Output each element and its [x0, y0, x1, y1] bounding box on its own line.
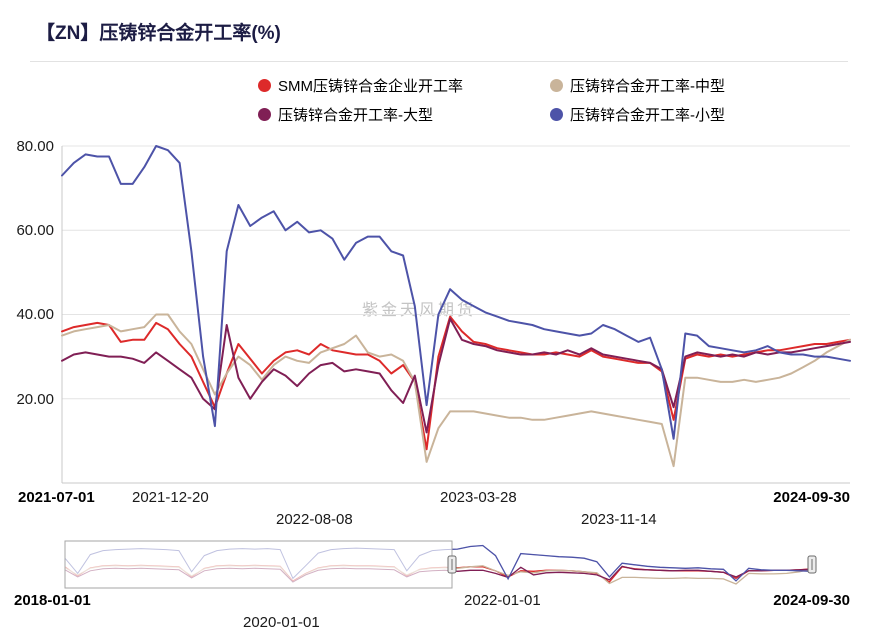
legend-item-large[interactable]: 压铸锌合金开工率-大型 — [258, 101, 550, 127]
y-tick-60: 60.00 — [16, 222, 54, 239]
legend-item-small[interactable]: 压铸锌合金开工率-小型 — [550, 101, 725, 127]
legend-item-medium[interactable]: 压铸锌合金开工率-中型 — [550, 72, 725, 98]
x-tick-2: 2022-08-08 — [276, 511, 353, 528]
navigator-tick-1: 2020-01-01 — [243, 614, 320, 631]
navigator-series-selected — [452, 544, 813, 585]
nav-series-selected-large — [452, 565, 813, 581]
chart-title: 【ZN】压铸锌合金开工率(%) — [36, 23, 281, 44]
series-line-small — [61, 145, 851, 440]
legend-label-small: 压铸锌合金开工率-小型 — [570, 106, 725, 124]
legend-marker-small-icon — [550, 107, 563, 121]
nav-series-selected-small — [452, 544, 813, 582]
series-line-smm — [61, 315, 851, 451]
legend-label-large: 压铸锌合金开工率-大型 — [278, 106, 433, 124]
legend-label-medium: 压铸锌合金开工率-中型 — [570, 77, 725, 95]
legend: SMM压铸锌合金企业开工率 压铸锌合金开工率-中型 压铸锌合金开工率-大型 压铸… — [258, 72, 725, 127]
series-line-large — [61, 317, 851, 434]
plot-area[interactable] — [62, 146, 850, 483]
legend-marker-large-icon — [258, 107, 271, 121]
x-tick-4: 2023-11-14 — [581, 511, 657, 528]
navigator-tick-start: 2018-01-01 — [14, 592, 91, 609]
y-tick-80: 80.00 — [16, 138, 54, 155]
legend-marker-smm-icon — [258, 78, 271, 92]
navigator-tick-2: 2022-01-01 — [464, 592, 541, 609]
legend-item-smm[interactable]: SMM压铸锌合金企业开工率 — [258, 72, 550, 98]
y-tick-40: 40.00 — [16, 306, 54, 323]
x-tick-3: 2023-03-28 — [440, 489, 517, 506]
legend-label-smm: SMM压铸锌合金企业开工率 — [278, 77, 463, 95]
legend-marker-medium-icon — [550, 78, 563, 92]
navigator-tick-end: 2024-09-30 — [773, 592, 850, 609]
y-tick-20: 20.00 — [16, 391, 54, 408]
x-tick-end: 2024-09-30 — [773, 489, 850, 506]
navigator[interactable] — [64, 540, 817, 589]
x-tick-1: 2021-12-20 — [132, 489, 209, 506]
series-line-medium — [61, 313, 851, 468]
x-tick-start: 2021-07-01 — [18, 489, 95, 506]
title-divider — [30, 61, 848, 62]
main-plot — [61, 145, 851, 484]
navigator-track[interactable] — [65, 541, 812, 588]
nav-series-selected-medium — [452, 565, 813, 585]
